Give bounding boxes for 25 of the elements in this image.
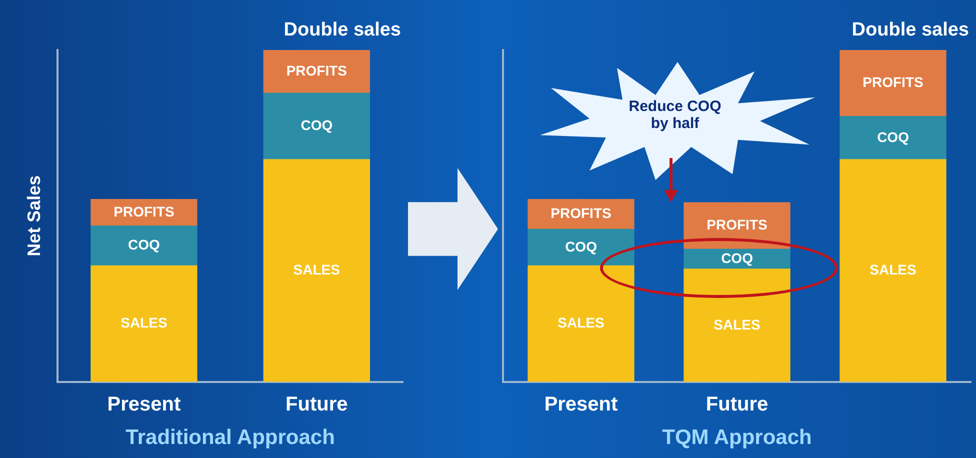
text: PROFITS xyxy=(706,216,768,233)
text: SALES xyxy=(714,316,760,332)
annotation: Reduce COQ by half xyxy=(628,98,722,132)
x-axis-title: TQM Approach xyxy=(662,426,812,450)
x-tick-label: Present xyxy=(107,393,181,416)
x-tick-label: Future xyxy=(706,393,768,416)
text: PROFITS xyxy=(862,74,924,90)
text: SALES xyxy=(293,262,340,278)
x-tick-label: Future xyxy=(286,393,348,416)
text: COQ xyxy=(877,128,909,145)
y-axis-title: Net Sales xyxy=(24,175,44,256)
x-axis-title: Traditional Approach xyxy=(126,426,335,450)
text: PROFITS xyxy=(286,62,347,78)
series-label: COQ xyxy=(128,236,160,253)
text: COQ xyxy=(300,117,333,134)
x-tick-label: Present xyxy=(544,393,618,416)
text: COQ xyxy=(565,238,597,254)
series-label: PROFITS xyxy=(114,203,174,220)
text: Double sales xyxy=(852,20,969,41)
text: Double sales xyxy=(284,20,401,41)
series-label: PROFITS xyxy=(550,205,612,222)
text: SALES xyxy=(870,262,916,278)
series-label: SALES xyxy=(558,314,604,331)
series-label: SALES xyxy=(120,314,168,331)
series-label: COQ xyxy=(721,250,754,266)
